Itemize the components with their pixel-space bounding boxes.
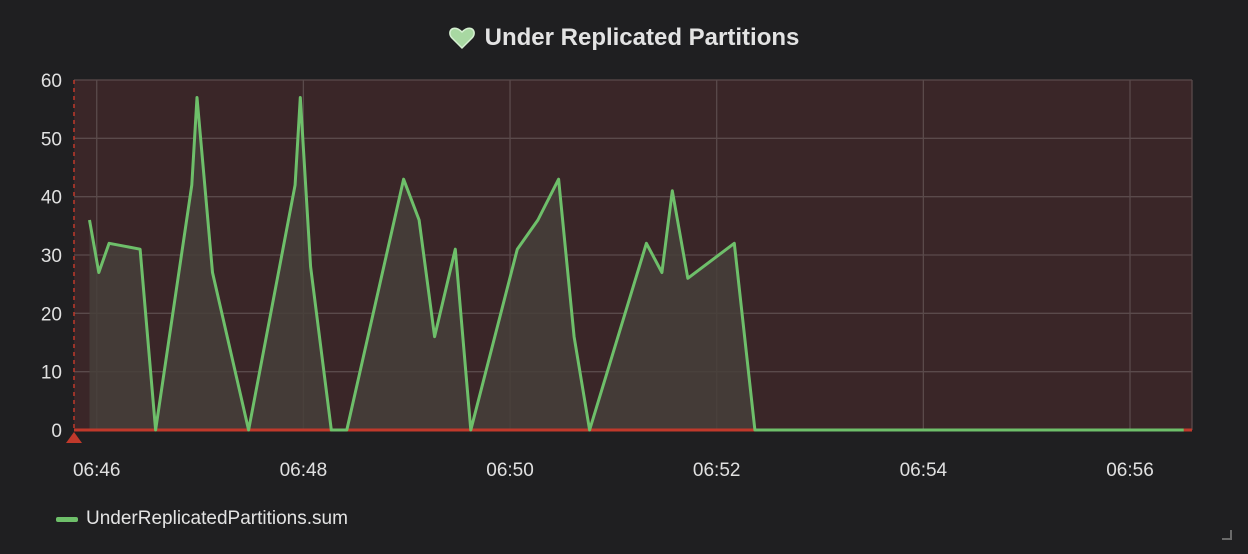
legend: UnderReplicatedPartitions.sum	[56, 506, 348, 532]
panel-title-row[interactable]: Under Replicated Partitions	[0, 20, 1248, 56]
y-tick-label: 0	[51, 421, 62, 442]
x-tick-label: 06:54	[900, 460, 948, 481]
y-tick-label: 60	[41, 71, 62, 92]
x-tick-label: 06:52	[693, 460, 741, 481]
y-tick-label: 20	[41, 304, 62, 325]
x-tick-label: 06:56	[1106, 460, 1154, 481]
panel-title: Under Replicated Partitions	[484, 24, 800, 51]
y-tick-label: 10	[41, 363, 62, 384]
series-line-underreplicatedpartitions-sum[interactable]	[88, 96, 1184, 432]
x-tick-label: 06:46	[73, 460, 121, 481]
y-tick-label: 30	[41, 246, 62, 267]
legend-series-label[interactable]: UnderReplicatedPartitions.sum	[86, 508, 348, 529]
y-tick-label: 50	[41, 129, 62, 150]
heart-icon	[448, 27, 475, 50]
area-chart[interactable]: 0 10 20 30 40 50 60 06:46 06:48 06:50 06:52 06:54 06…	[0, 0, 1248, 500]
x-tick-label: 06:50	[486, 460, 534, 481]
legend-series-swatch	[56, 516, 78, 522]
resize-handle-icon[interactable]	[1222, 530, 1232, 540]
annotation-marker-icon[interactable]	[66, 432, 82, 443]
y-tick-label: 40	[41, 188, 62, 209]
x-tick-label: 06:48	[280, 460, 328, 481]
